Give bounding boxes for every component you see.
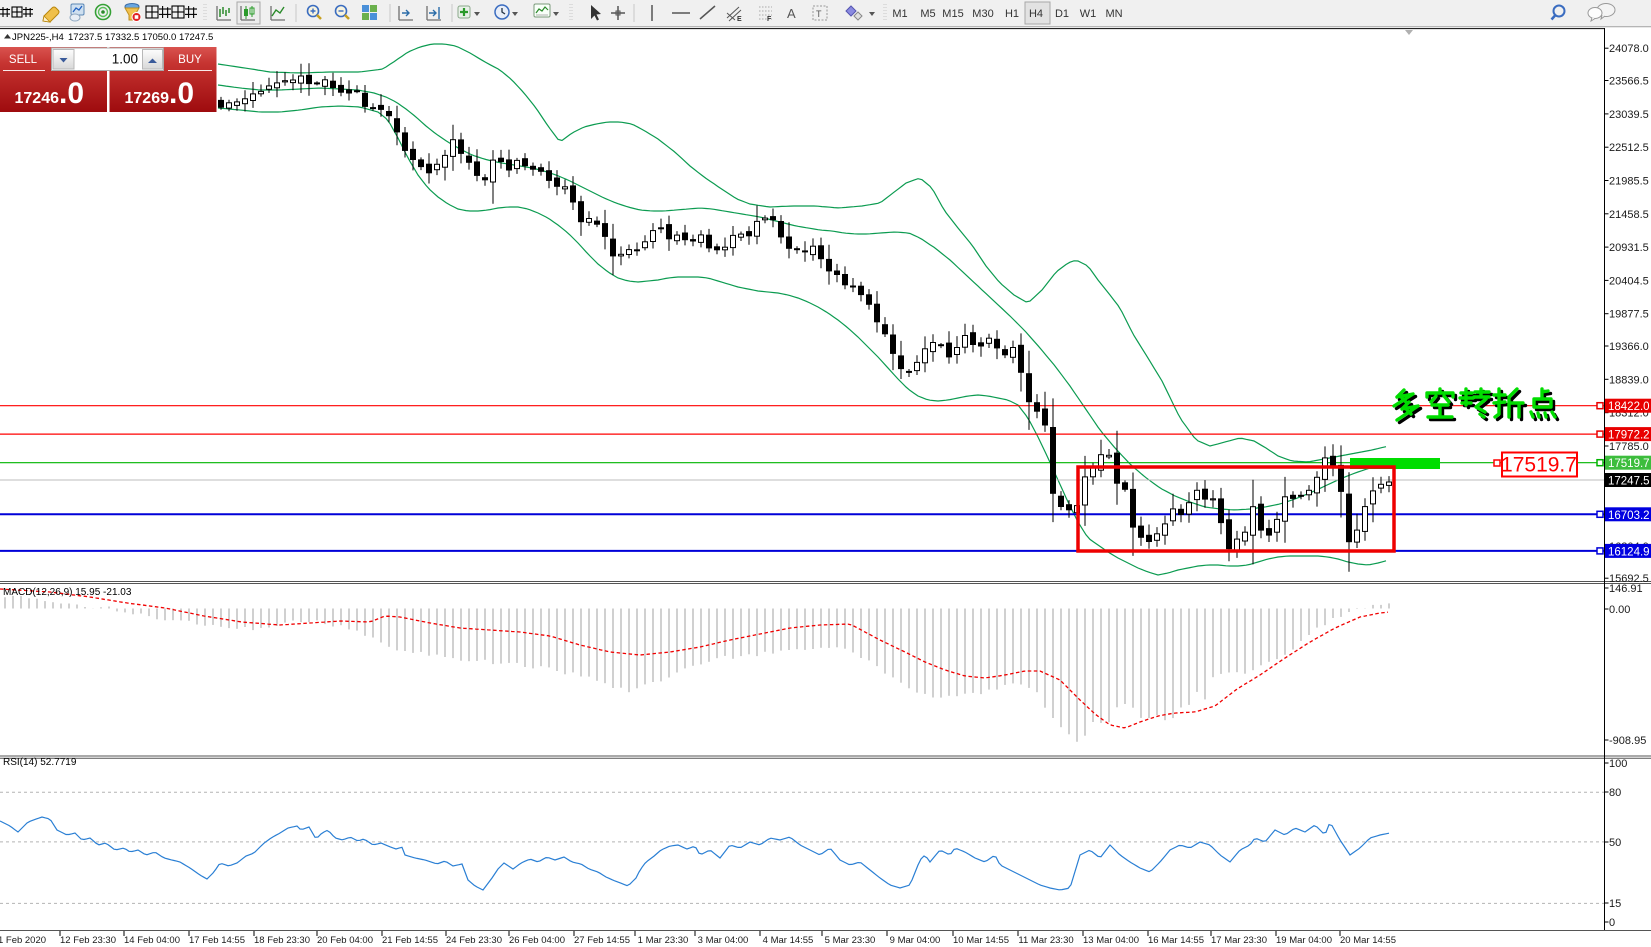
svg-text:19877.5: 19877.5 <box>1609 309 1649 321</box>
svg-text:12 Feb 23:30: 12 Feb 23:30 <box>60 935 116 946</box>
svg-text:15: 15 <box>1609 898 1621 910</box>
svg-text:16 Mar 14:55: 16 Mar 14:55 <box>1148 935 1204 946</box>
svg-text:21458.5: 21458.5 <box>1609 209 1649 221</box>
svg-text:9 Mar 04:00: 9 Mar 04:00 <box>890 935 941 946</box>
svg-text:17785.0: 17785.0 <box>1609 441 1649 453</box>
svg-text:M5: M5 <box>920 8 935 20</box>
svg-text:17519.7: 17519.7 <box>1608 458 1650 470</box>
svg-text:SELL: SELL <box>9 54 38 66</box>
svg-text:.0: .0 <box>169 77 194 110</box>
svg-text:17247.5: 17247.5 <box>1608 476 1650 488</box>
svg-text:F: F <box>767 16 772 23</box>
svg-text:100: 100 <box>1609 758 1627 770</box>
svg-text:17246: 17246 <box>15 90 60 107</box>
svg-text:M1: M1 <box>892 8 907 20</box>
svg-text:22512.5: 22512.5 <box>1609 142 1649 154</box>
svg-text:23566.5: 23566.5 <box>1609 76 1649 88</box>
svg-text:H4: H4 <box>1029 8 1043 20</box>
svg-text:H1: H1 <box>1005 8 1019 20</box>
svg-text:5 Mar 23:30: 5 Mar 23:30 <box>825 935 876 946</box>
svg-text:19366.0: 19366.0 <box>1609 341 1649 353</box>
svg-text:.0: .0 <box>59 77 84 110</box>
svg-text:MN: MN <box>1105 8 1122 20</box>
svg-text:17972.2: 17972.2 <box>1608 430 1650 442</box>
svg-text:13 Mar 04:00: 13 Mar 04:00 <box>1083 935 1139 946</box>
svg-text:50: 50 <box>1609 837 1621 849</box>
svg-text:0: 0 <box>1609 917 1615 929</box>
svg-text:17269: 17269 <box>125 90 170 107</box>
svg-text:3 Mar 04:00: 3 Mar 04:00 <box>698 935 749 946</box>
svg-text:D1: D1 <box>1055 8 1069 20</box>
svg-text:RSI(14) 52.7719: RSI(14) 52.7719 <box>3 757 77 768</box>
svg-text:17519.7: 17519.7 <box>1501 454 1577 477</box>
svg-text:17237.5 17332.5 17050.0 17247.: 17237.5 17332.5 17050.0 17247.5 <box>68 32 213 43</box>
svg-text:19 Mar 04:00: 19 Mar 04:00 <box>1276 935 1332 946</box>
svg-text:20 Feb 04:00: 20 Feb 04:00 <box>317 935 373 946</box>
svg-text:16124.9: 16124.9 <box>1608 546 1650 558</box>
svg-text:80: 80 <box>1609 787 1621 799</box>
svg-text:10 Mar 14:55: 10 Mar 14:55 <box>953 935 1009 946</box>
svg-text:1.00: 1.00 <box>112 52 138 67</box>
svg-text:20404.5: 20404.5 <box>1609 275 1649 287</box>
svg-text:24 Feb 23:30: 24 Feb 23:30 <box>446 935 502 946</box>
svg-text:W1: W1 <box>1080 8 1097 20</box>
svg-text:M15: M15 <box>942 8 963 20</box>
svg-text:18839.0: 18839.0 <box>1609 374 1649 386</box>
svg-text:17 Mar 23:30: 17 Mar 23:30 <box>1211 935 1267 946</box>
svg-text:18422.0: 18422.0 <box>1608 401 1650 413</box>
svg-text:1 Feb 2020: 1 Feb 2020 <box>0 935 46 946</box>
svg-text:20 Mar 14:55: 20 Mar 14:55 <box>1340 935 1396 946</box>
svg-text:24078.0: 24078.0 <box>1609 43 1649 55</box>
svg-text:MACD(12,26,9) 15.95 -21.03: MACD(12,26,9) 15.95 -21.03 <box>3 587 132 598</box>
svg-text:BUY: BUY <box>178 54 202 66</box>
svg-text:21 Feb 14:55: 21 Feb 14:55 <box>382 935 438 946</box>
svg-text:26 Feb 04:00: 26 Feb 04:00 <box>509 935 565 946</box>
svg-text:15692.5: 15692.5 <box>1609 573 1649 585</box>
svg-text:27 Feb 14:55: 27 Feb 14:55 <box>574 935 630 946</box>
svg-text:1 Mar 23:30: 1 Mar 23:30 <box>638 935 689 946</box>
svg-text:T: T <box>816 9 822 19</box>
svg-text:E: E <box>737 16 742 23</box>
svg-text:11 Mar 23:30: 11 Mar 23:30 <box>1018 935 1073 946</box>
svg-text:M30: M30 <box>972 8 993 20</box>
svg-text:20931.5: 20931.5 <box>1609 242 1649 254</box>
svg-text:146.91: 146.91 <box>1609 583 1643 595</box>
svg-text:23039.5: 23039.5 <box>1609 109 1649 121</box>
svg-text:14 Feb 04:00: 14 Feb 04:00 <box>124 935 180 946</box>
svg-text:4 Mar 14:55: 4 Mar 14:55 <box>763 935 814 946</box>
svg-text:-908.95: -908.95 <box>1609 735 1646 747</box>
svg-text:18 Feb 23:30: 18 Feb 23:30 <box>254 935 310 946</box>
svg-text:0.00: 0.00 <box>1609 604 1630 616</box>
svg-text:JPN225-,H4: JPN225-,H4 <box>12 32 64 43</box>
svg-text:16703.2: 16703.2 <box>1608 510 1650 522</box>
svg-text:A: A <box>787 6 796 21</box>
svg-text:17 Feb 14:55: 17 Feb 14:55 <box>189 935 245 946</box>
svg-text:21985.5: 21985.5 <box>1609 176 1649 188</box>
